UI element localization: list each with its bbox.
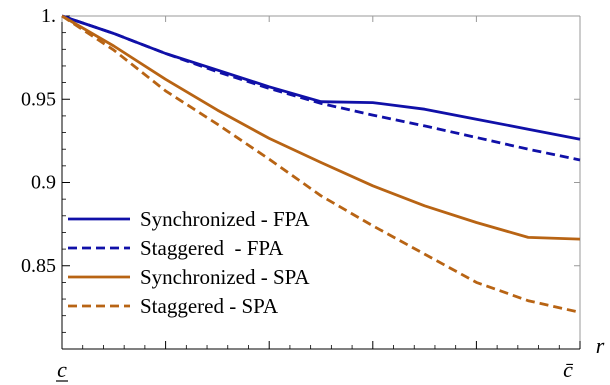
y-tick-label: 0.95 (21, 88, 56, 110)
x-axis-title: r (596, 333, 605, 358)
series-line-4 (61, 14, 581, 314)
y-axis: 1. 0.95 0.9 0.85 (21, 5, 580, 333)
x-axis: c c̄ r (56, 16, 605, 382)
y-tick-label: 0.9 (31, 172, 56, 194)
legend-label-3: Synchronized - SPA (140, 265, 310, 289)
legend: Synchronized - FPA Staggered - FPA Synchro… (68, 207, 310, 318)
x-tick-label-min: c (57, 357, 67, 382)
series-line-1 (61, 14, 581, 141)
y-tick-label: 0.85 (21, 255, 56, 277)
x-tick-label-max: c̄ (563, 357, 574, 382)
y-tick-label: 1. (41, 5, 56, 27)
legend-label-2: Staggered - FPA (140, 236, 284, 260)
series-line-3 (61, 14, 581, 241)
legend-label-1: Synchronized - FPA (140, 207, 310, 231)
series-lines (61, 14, 581, 314)
legend-label-4: Staggered - SPA (140, 294, 279, 318)
series-line-2 (61, 14, 581, 162)
